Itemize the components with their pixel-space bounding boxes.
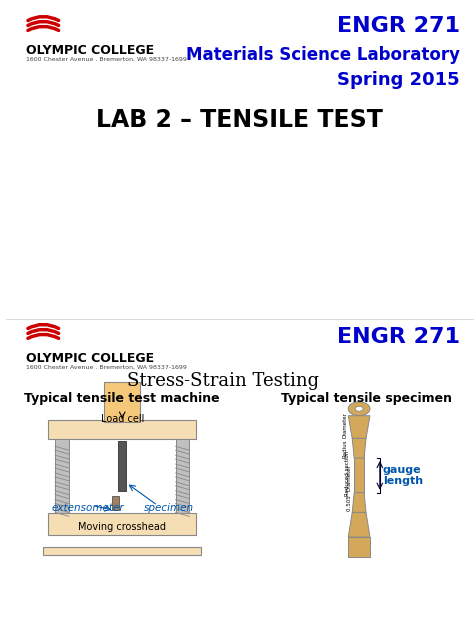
Bar (112, 495, 119, 511)
Text: specimen: specimen (144, 502, 194, 513)
Text: 1600 Chester Avenue . Bremerton, WA 98337-1699: 1600 Chester Avenue . Bremerton, WA 9833… (26, 56, 186, 61)
Polygon shape (352, 439, 366, 458)
Bar (48, 420, 196, 439)
Polygon shape (348, 416, 370, 439)
Bar (43, 547, 201, 555)
Text: 1600 Chester Avenue . Bremerton, WA 98337-1699: 1600 Chester Avenue . Bremerton, WA 9833… (26, 365, 186, 369)
Ellipse shape (348, 402, 370, 416)
Text: Materials Science Laboratory: Materials Science Laboratory (186, 46, 460, 64)
Bar (348, 537, 370, 557)
Text: Load cell: Load cell (100, 414, 144, 423)
Bar (48, 513, 196, 535)
Text: Stress-Strain Testing: Stress-Strain Testing (127, 372, 319, 391)
Text: OLYMPIC COLLEGE: OLYMPIC COLLEGE (26, 351, 154, 365)
Bar (354, 439, 364, 493)
Text: Spring 2015: Spring 2015 (337, 71, 460, 89)
Ellipse shape (355, 406, 363, 411)
Text: ENGR 271: ENGR 271 (337, 16, 460, 36)
Text: extensometer: extensometer (51, 502, 124, 513)
Text: Moving crosshead: Moving crosshead (78, 522, 166, 532)
Bar (118, 441, 126, 490)
Text: 0.505" Diameter: 0.505" Diameter (347, 465, 352, 511)
Text: Typical tensile test machine: Typical tensile test machine (25, 392, 220, 405)
Text: OLYMPIC COLLEGE: OLYMPIC COLLEGE (26, 44, 154, 57)
Text: ENGR 271: ENGR 271 (337, 327, 460, 347)
Polygon shape (352, 493, 366, 513)
Bar (55, 439, 69, 513)
Text: Reduced section: Reduced section (345, 451, 350, 495)
Text: Typical tensile specimen: Typical tensile specimen (281, 392, 452, 405)
Text: Diameter: Diameter (343, 413, 348, 439)
Text: LAB 2 – TENSILE TEST: LAB 2 – TENSILE TEST (96, 107, 383, 131)
Bar (175, 439, 189, 513)
Text: gauge
length: gauge length (383, 465, 423, 486)
Text: Radius: Radius (343, 439, 348, 458)
Polygon shape (348, 513, 370, 537)
Bar (104, 382, 140, 422)
